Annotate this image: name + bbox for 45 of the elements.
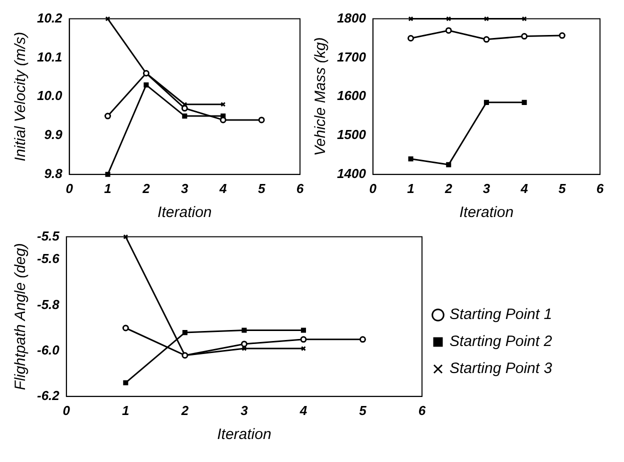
- x-tick-label: 6: [296, 180, 304, 196]
- x-tick-label: 6: [418, 402, 426, 418]
- y-tick-label: -5.6: [36, 251, 60, 266]
- x-tick-label: 1: [122, 402, 130, 418]
- x-tick-label: 0: [62, 402, 71, 418]
- legend-label: Starting Point 1: [450, 306, 552, 324]
- y-tick-label: -5.5: [36, 228, 60, 244]
- x-axis-title: Iteration: [217, 426, 272, 444]
- y-axis-title: Vehicle Mass (kg): [312, 37, 330, 156]
- y-tick-label: 10.2: [36, 10, 64, 26]
- x-tick-label: 3: [240, 402, 249, 418]
- x-axis-title: Iteration: [459, 204, 514, 222]
- x-tick-label: 3: [181, 180, 190, 196]
- y-tick-label: 1700: [337, 49, 367, 64]
- x-tick-label: 2: [180, 402, 190, 418]
- y-tick-label: 10.0: [36, 88, 64, 104]
- x-tick-label: 2: [142, 180, 151, 196]
- y-axis-title: Flightpath Angle (deg): [12, 243, 30, 390]
- x-tick-label: 2: [444, 180, 453, 196]
- x-tick-label: 0: [369, 180, 378, 196]
- y-tick-label: -5.8: [36, 296, 60, 312]
- x-tick-label: 5: [558, 180, 567, 196]
- x-tick-label: 1: [104, 180, 112, 196]
- x-tick-label: 1: [407, 180, 414, 196]
- y-tick-label: 10.1: [36, 49, 62, 64]
- y-tick-label: 1500: [337, 127, 367, 142]
- x-tick-label: 6: [596, 180, 604, 196]
- y-tick-label: 1800: [337, 10, 367, 26]
- y-tick-label: -6.2: [36, 388, 60, 403]
- y-tick-label: 1400: [337, 166, 367, 181]
- y-tick-label: 1600: [337, 88, 367, 104]
- x-tick-label: 5: [258, 180, 266, 196]
- x-tick-label: 3: [482, 180, 491, 196]
- y-tick-label: -6.0: [36, 342, 60, 358]
- x-tick-label: 5: [359, 402, 368, 418]
- x-tick-label: 4: [298, 402, 308, 418]
- x-axis-title: Iteration: [158, 204, 212, 222]
- y-axis-title: Initial Velocity (m/s): [12, 32, 30, 162]
- legend-label: Starting Point 3: [450, 360, 553, 378]
- y-tick-label: 9.8: [44, 166, 64, 181]
- x-tick-label: 4: [218, 180, 228, 196]
- x-tick-label: 0: [66, 180, 74, 196]
- legend-label: Starting Point 2: [450, 333, 553, 350]
- y-tick-label: 9.9: [44, 127, 64, 142]
- x-tick-label: 4: [520, 180, 529, 196]
